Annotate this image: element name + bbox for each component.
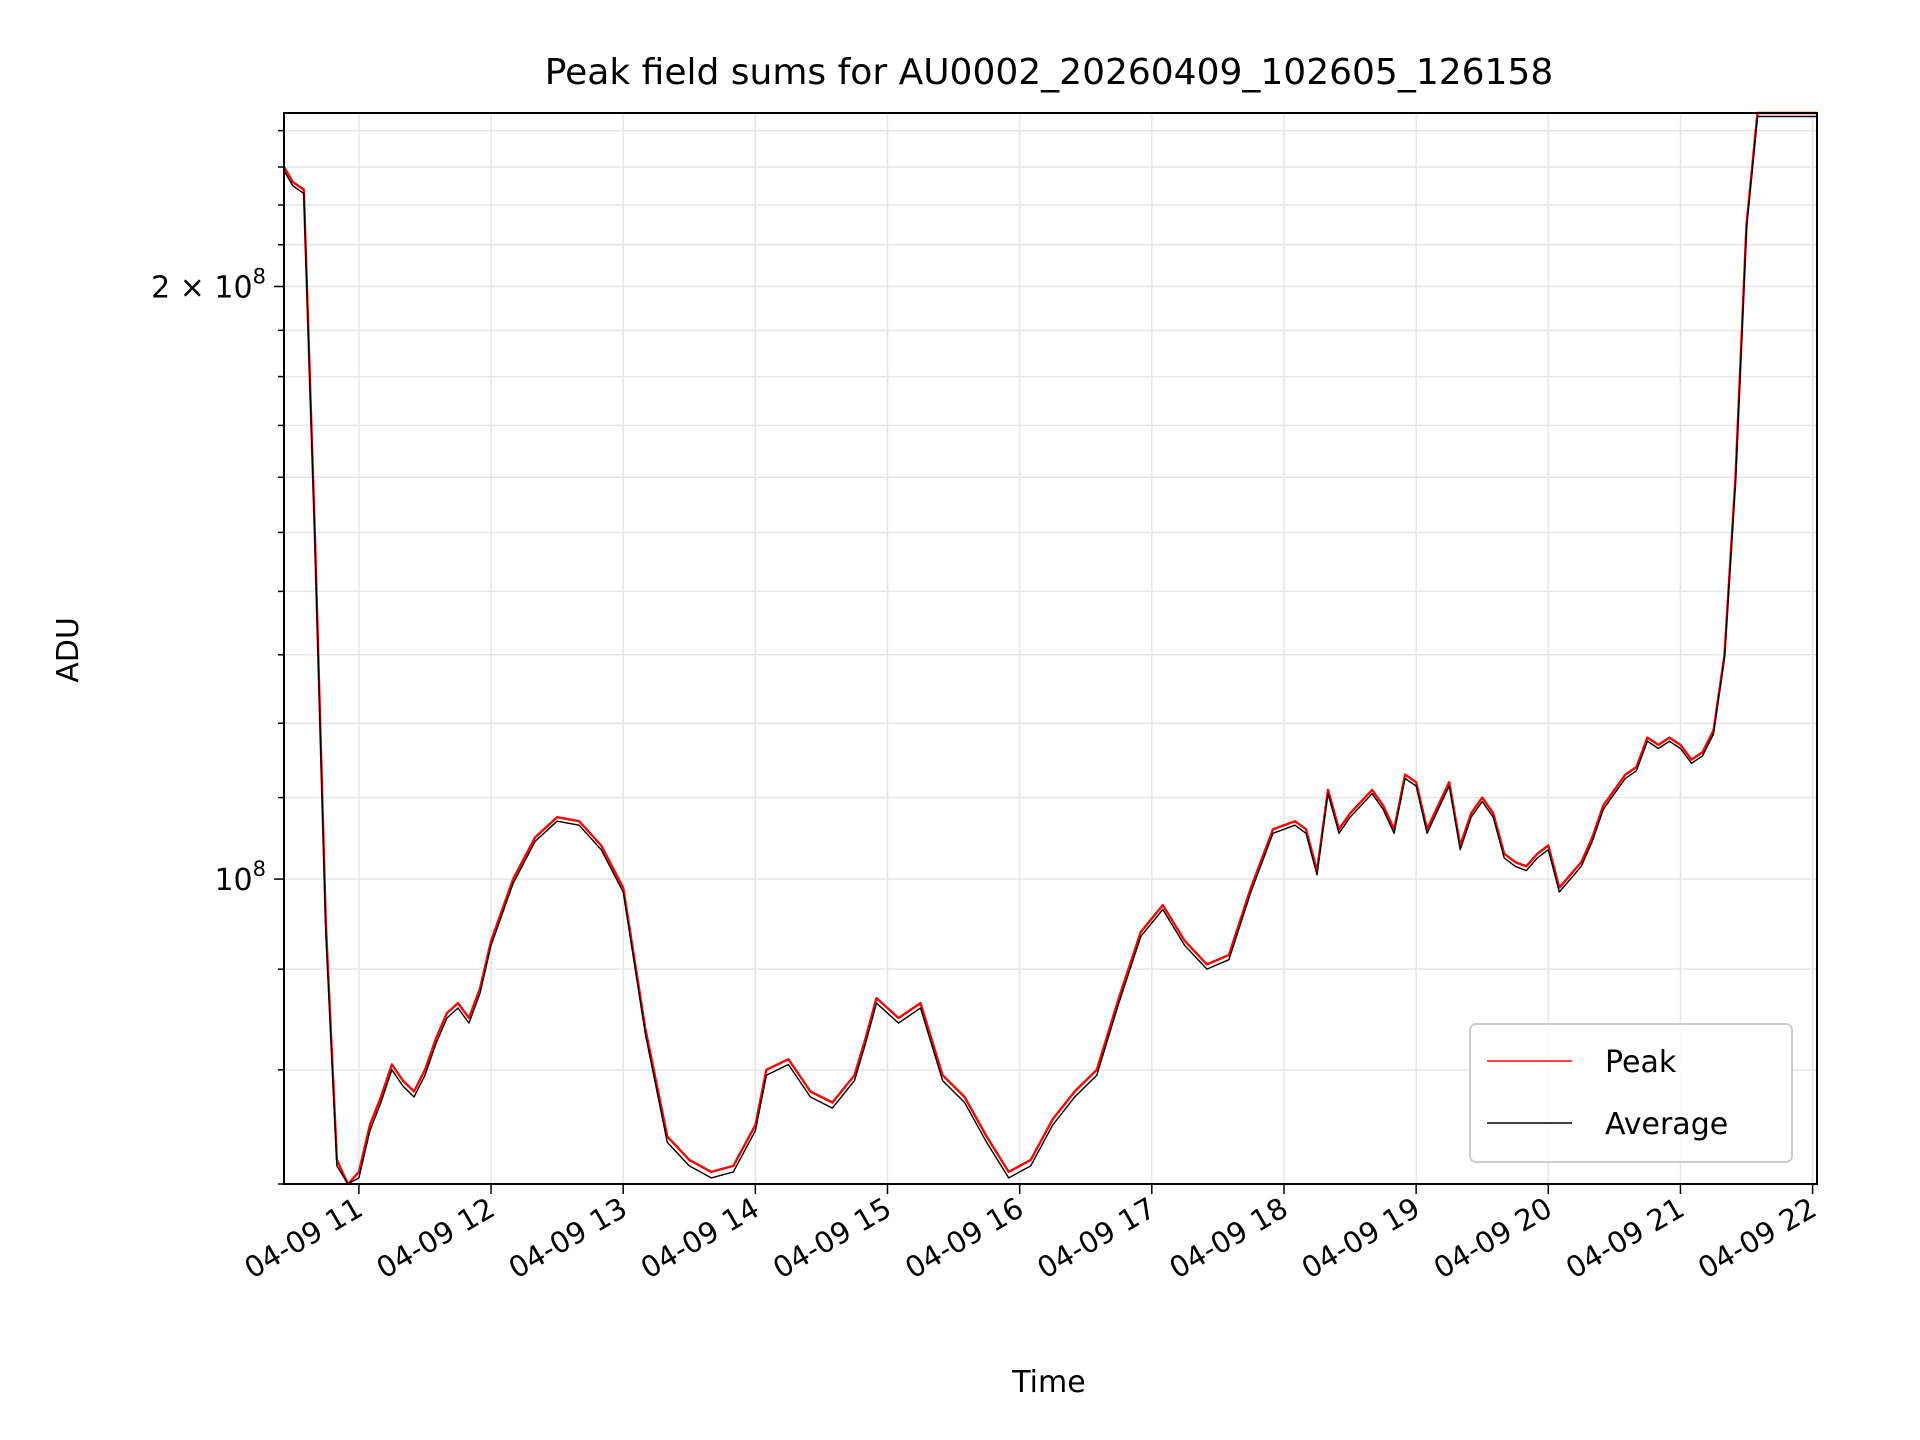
y-tick-label-exponent: 8 [253,857,266,881]
legend-box [1469,1023,1793,1163]
legend-peak-label: Peak [1605,1045,1677,1080]
plot-frame [283,112,1818,1185]
series-line-peak [282,111,1817,1186]
chart-title: Peak field sums for AU0002_20260409_1026… [545,52,1554,93]
series-line-average [283,115,1817,1185]
y-axis-label: ADU [51,617,86,683]
series-layer [282,111,1817,1186]
y-tick-label-exponent: 8 [253,264,266,288]
y-tick-label: 108 [214,857,266,898]
legend-average-label: Average [1605,1107,1728,1142]
y-tick-label: 2 × 108 [151,264,266,305]
grid [284,113,1817,1185]
y-tick-label-base: 10 [214,863,252,898]
x-axis-label: Time [1011,1365,1085,1400]
legend: Peak Average [1469,1023,1793,1163]
y-tick-label-base: 2 × 10 [151,270,252,305]
